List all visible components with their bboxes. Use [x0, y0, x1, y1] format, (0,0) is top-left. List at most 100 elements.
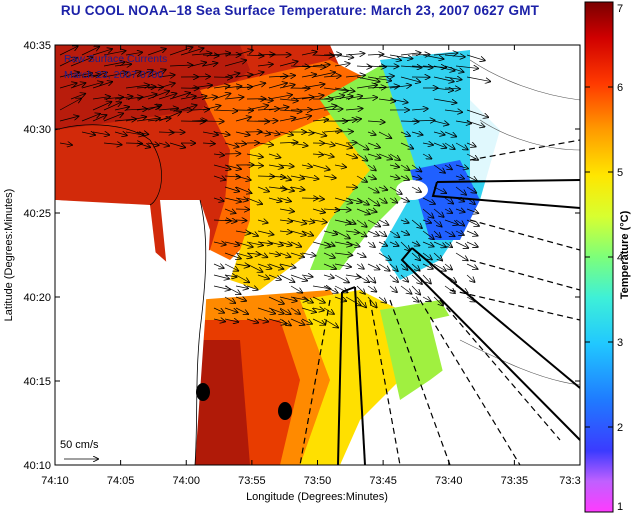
y-tick-label: 40:15: [23, 376, 51, 388]
current-vector: [323, 176, 336, 178]
current-vector: [103, 97, 123, 99]
current-vector: [268, 154, 280, 158]
current-vector: [433, 65, 454, 71]
current-vector: [356, 219, 367, 227]
current-vector: [345, 241, 359, 247]
current-vector: [279, 264, 295, 268]
current-vector: [334, 197, 352, 203]
current-vector: [422, 66, 446, 67]
current-vector: [158, 75, 175, 77]
current-vector: [246, 253, 260, 254]
current-vector: [400, 132, 410, 136]
current-vector: [444, 165, 452, 169]
current-vector: [246, 242, 263, 245]
current-vector: [169, 65, 192, 66]
current-vector: [224, 197, 241, 202]
current-vector: [279, 242, 292, 245]
current-vector: [158, 94, 176, 100]
current-vector: [312, 55, 334, 56]
current-vector: [323, 307, 334, 314]
current-vector: [81, 114, 100, 122]
x-tick-label: 73:55: [238, 475, 266, 487]
current-vector: [268, 95, 292, 100]
current-vector: [411, 132, 423, 135]
current-vector: [279, 220, 292, 222]
current-vector: [224, 275, 236, 277]
current-vector: [356, 208, 370, 214]
current-vector: [235, 241, 253, 247]
current-vector: [466, 197, 475, 204]
current-vector: [433, 88, 453, 90]
current-vector: [213, 94, 230, 100]
current-vector: [334, 297, 346, 301]
current-vector: [268, 274, 281, 280]
current-vector: [224, 176, 240, 177]
current-vector: [59, 72, 79, 78]
current-vector: [70, 73, 92, 78]
current-vector: [334, 96, 353, 99]
current-vector: [213, 110, 237, 111]
current-vector: [323, 252, 335, 258]
current-vector: [125, 52, 142, 55]
current-vector: [422, 230, 434, 239]
current-vector: [433, 121, 448, 125]
current-vector: [345, 296, 361, 305]
current-vector: [158, 112, 181, 122]
current-vector: [235, 264, 249, 266]
current-vector: [70, 57, 92, 67]
current-vector: [466, 76, 490, 81]
current-vector: [279, 209, 294, 212]
current-vector: [268, 263, 283, 269]
current-vector: [422, 274, 431, 284]
current-vector: [367, 54, 383, 55]
current-vector: [356, 175, 367, 182]
current-vector: [257, 231, 273, 235]
current-vector: [246, 197, 262, 204]
colorbar-tick-label: 2: [617, 422, 623, 434]
current-vector: [92, 132, 109, 135]
current-vector: [235, 252, 252, 257]
current-vector: [455, 241, 468, 248]
current-vector: [158, 108, 178, 110]
current-vector: [367, 197, 379, 206]
current-vector: [70, 94, 85, 100]
current-vector: [257, 99, 273, 100]
radar-lines: [299, 139, 581, 466]
current-vector: [400, 274, 408, 282]
current-vector: [268, 318, 286, 324]
current-vector: [191, 85, 212, 88]
current-vectors: [59, 46, 490, 328]
current-vector: [411, 66, 433, 67]
current-vector: [268, 242, 283, 245]
current-vector: [323, 318, 338, 328]
current-vector: [378, 230, 386, 236]
current-vector: [378, 242, 387, 246]
current-vector: [202, 97, 217, 99]
current-vector: [323, 209, 339, 210]
current-vector: [389, 285, 397, 292]
current-vector: [301, 95, 324, 100]
current-vector: [125, 72, 141, 78]
current-vector: [433, 53, 457, 55]
current-vector: [125, 97, 142, 99]
current-vector: [279, 296, 297, 301]
colorbar-tick-label: 7: [617, 3, 623, 15]
current-vector: [290, 285, 302, 293]
current-vector: [279, 318, 291, 325]
current-vector: [334, 142, 352, 148]
current-vector: [312, 296, 325, 303]
current-vector: [136, 94, 157, 100]
current-vector: [444, 55, 465, 57]
current-vector: [301, 176, 318, 179]
current-vector: [213, 86, 229, 88]
buoy-marker: [278, 402, 292, 420]
current-vector: [81, 132, 95, 135]
current-vector: [367, 219, 380, 226]
current-vector: [268, 307, 284, 314]
x-tick-label: 74:00: [172, 475, 200, 487]
current-vector: [213, 242, 226, 245]
current-vector: [433, 230, 441, 237]
current-vector: [323, 242, 334, 246]
current-vector: [389, 153, 400, 160]
current-vector: [290, 116, 311, 122]
